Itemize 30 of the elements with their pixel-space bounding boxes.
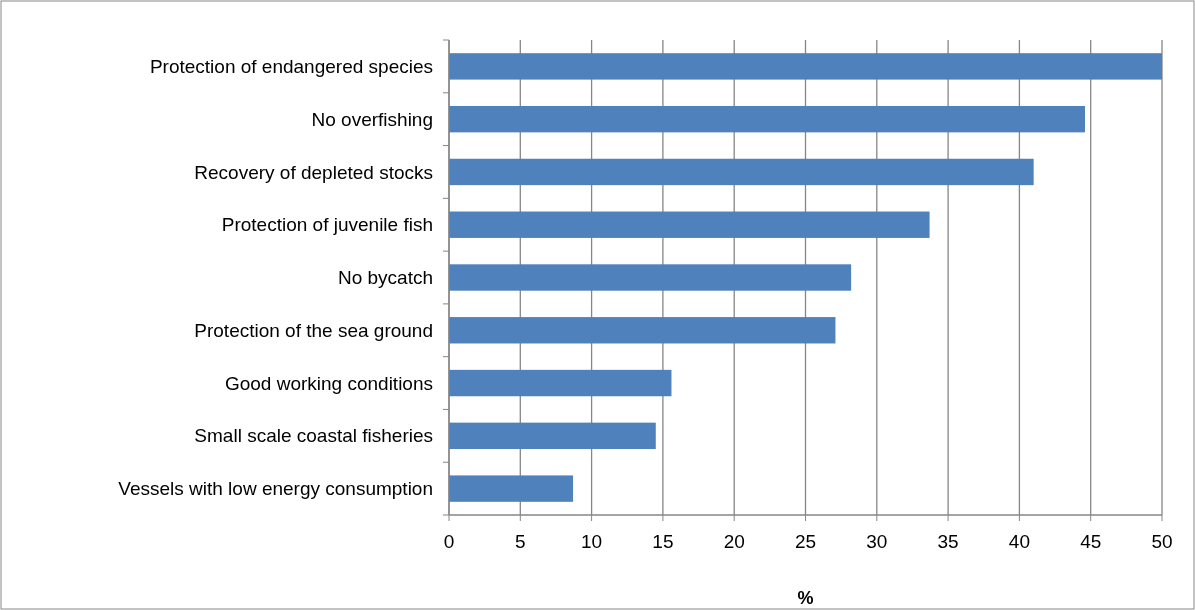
x-tick-label: 40: [1008, 531, 1030, 552]
y-tick-label: Good working conditions: [224, 372, 433, 394]
y-tick-label: No overfishing: [311, 108, 433, 130]
bar: [449, 211, 930, 238]
x-tick-label: 20: [723, 531, 745, 552]
x-tick-label: 35: [937, 531, 959, 552]
y-tick-label: Protection of endangered species: [149, 56, 433, 78]
x-tick-label: 30: [866, 531, 888, 552]
x-axis-title: %: [797, 588, 814, 608]
y-tick-label: Vessels with low energy consumption: [118, 478, 433, 500]
y-tick-label: Small scale coastal fisheries: [194, 425, 433, 447]
bar: [449, 53, 1162, 80]
bar: [449, 158, 1034, 186]
bar: [449, 264, 852, 291]
bar: [449, 369, 672, 397]
bar: [449, 105, 1085, 133]
y-tick-label: Recovery of depleted stocks: [194, 161, 433, 183]
x-tick-label: 10: [581, 531, 603, 552]
x-tick-label: 50: [1151, 531, 1173, 552]
y-tick-label: Protection of the sea ground: [194, 319, 433, 341]
x-tick-label: 0: [443, 531, 455, 552]
y-tick-label: No bycatch: [337, 267, 433, 289]
y-tick-label: Protection of juvenile fish: [221, 214, 433, 236]
bar: [449, 422, 656, 450]
x-tick-label: 25: [794, 531, 817, 552]
x-tick-label: 15: [652, 531, 674, 552]
bar: [449, 317, 836, 344]
bar: [449, 475, 574, 502]
x-tick-label: 5: [515, 531, 526, 552]
x-tick-label: 45: [1080, 531, 1102, 552]
